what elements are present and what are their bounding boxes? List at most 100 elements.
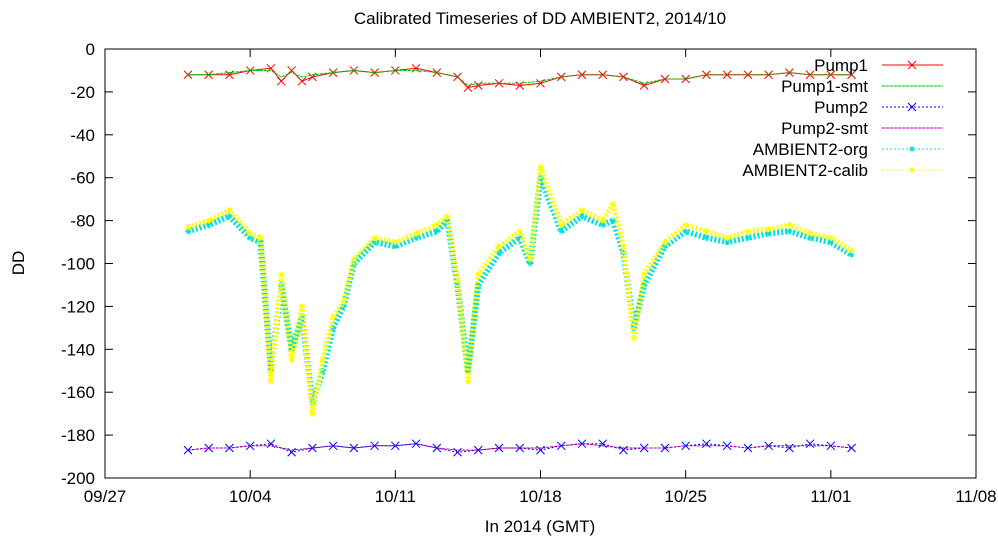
data-point [183,70,193,80]
data-point [454,277,461,284]
legend-marker [909,167,915,173]
data-point [724,239,731,246]
data-point [257,239,264,246]
y-tick-label: -200 [61,469,95,488]
data-point [433,221,440,228]
data-point [661,239,668,246]
legend-marker [907,102,917,112]
data-point [184,224,191,231]
data-point [278,271,285,278]
x-tick-label: 11/08 [955,487,996,506]
data-point [371,234,378,241]
data-point [413,234,420,241]
data-point [475,281,482,288]
y-tick-label: -80 [70,212,95,231]
legend-label: AMBIENT2-calib [742,161,868,180]
y-tick-label: 0 [86,40,95,59]
y-tick-label: -160 [61,383,95,402]
data-point [682,228,689,235]
data-point [392,243,399,250]
data-point [610,217,617,224]
data-point [630,335,637,342]
x-axis-label: In 2014 (GMT) [485,517,596,536]
series-pump2-smt [187,443,852,451]
data-point [558,221,565,228]
data-point [599,217,606,224]
data-point [288,357,295,364]
data-point [308,72,317,82]
data-point [599,221,606,228]
legend-label: Pump1 [814,56,868,75]
series-line [187,443,852,451]
data-point [702,439,711,449]
data-point [226,206,233,213]
x-tick-label: 10/04 [229,487,272,506]
series-layer [183,63,856,457]
data-point [319,357,326,364]
data-point [805,439,815,449]
data-point [516,228,523,235]
data-point [183,445,193,455]
legend: Pump1 Pump1-smt Pump2 Pump2-smt AMBIENT2-org… [742,56,943,180]
data-point [807,234,814,241]
data-point [496,249,503,256]
data-point [660,443,670,453]
data-point [536,78,545,88]
data-point [494,78,504,88]
legend-label: Pump1-smt [781,77,868,96]
data-point [390,66,400,75]
data-point [464,378,471,385]
data-point [205,217,212,224]
data-point [413,230,420,237]
data-point [786,228,793,235]
series-ambient2-org [184,174,855,406]
data-point [556,441,566,451]
y-tick-label: -180 [61,426,95,445]
data-point [620,243,627,250]
legend-marker [909,146,915,152]
data-point [827,234,834,241]
series-line [187,443,852,453]
data-point [247,234,254,241]
data-point [744,228,751,235]
data-point [598,70,608,80]
y-tick-label: -140 [61,340,95,359]
data-point [765,230,772,237]
data-point [340,299,347,306]
data-point [299,303,306,310]
y-tick-label: -20 [70,83,95,102]
legend-label: Pump2-smt [781,119,868,138]
data-point [610,200,617,207]
data-point [682,221,689,228]
x-tick-label: 10/18 [519,487,562,506]
data-point [475,271,482,278]
data-point [848,247,855,254]
legend-label: Pump2 [814,98,868,117]
x-tick-label: 11/01 [810,487,851,506]
data-point [433,228,440,235]
x-tick-label: 10/11 [375,487,416,506]
data-point [392,239,399,246]
legend-label: AMBIENT2-org [753,140,868,159]
data-point [764,441,773,451]
series-line [188,70,852,86]
data-point [276,76,286,86]
ticks: 0 -20 -40 -60 -80 -100 -120 -140 -160 -180 -20009/… [61,40,997,506]
data-point [527,256,534,263]
data-point [641,271,648,278]
data-point [371,239,378,246]
data-point [287,66,296,75]
data-point [247,230,254,237]
y-tick-label: -120 [61,297,95,316]
data-point [660,74,670,84]
data-point [267,378,274,385]
data-point [527,260,534,267]
data-point [444,213,451,220]
data-point [350,256,357,263]
data-point [537,163,544,170]
data-point [309,410,316,417]
data-point [661,243,668,250]
data-point [330,314,337,321]
data-point [330,324,337,331]
